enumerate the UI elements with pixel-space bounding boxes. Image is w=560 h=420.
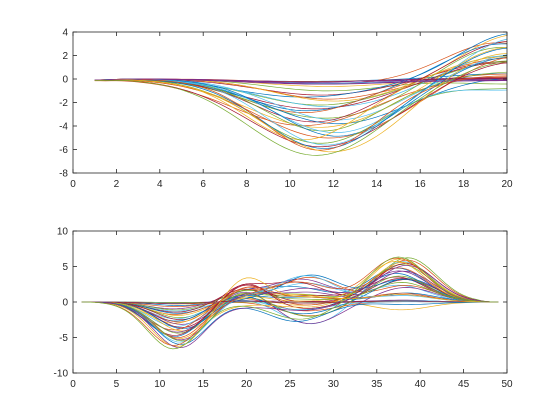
series-line — [81, 256, 499, 350]
series-line — [94, 47, 507, 128]
series-line — [81, 300, 499, 305]
y-tick-label: -2 — [59, 98, 68, 109]
series-line — [94, 61, 507, 156]
y-tick-label: -5 — [59, 333, 68, 344]
x-tick-label: 10 — [284, 179, 296, 190]
y-tick-label: 5 — [62, 262, 68, 273]
y-tick-label: -6 — [59, 145, 68, 156]
x-tick-label: 16 — [415, 179, 427, 190]
series-line — [94, 56, 507, 139]
series-line — [94, 75, 507, 151]
x-tick-label: 35 — [371, 379, 383, 390]
series-line — [81, 292, 499, 316]
series-line — [81, 264, 499, 341]
x-tick-label: 12 — [328, 179, 340, 190]
x-tick-label: 5 — [114, 379, 120, 390]
series-line — [81, 257, 499, 346]
x-tick-label: 30 — [328, 379, 340, 390]
x-tick-label: 20 — [241, 379, 253, 390]
y-tick-label: -10 — [54, 369, 69, 380]
top-plot: 0 2 4 6 8 10 12 14 16 18 20 -8 -6 -4 -2 0 2 4 — [59, 28, 513, 191]
series-line — [94, 53, 507, 153]
series-line — [94, 62, 507, 148]
x-tick-label: 18 — [458, 179, 470, 190]
x-tick-label: 0 — [70, 379, 76, 390]
series-line — [81, 282, 499, 320]
series-line — [81, 257, 499, 311]
series-group — [81, 256, 499, 350]
y-tick-label: 4 — [62, 28, 68, 39]
y-tick-label: 2 — [62, 51, 68, 62]
x-tick-label: 20 — [501, 179, 513, 190]
series-line — [81, 277, 499, 347]
series-line — [81, 299, 499, 327]
x-tick-label: 6 — [200, 179, 206, 190]
y-tick-label: -8 — [59, 169, 68, 180]
x-tick-label: 8 — [244, 179, 250, 190]
series-line — [81, 278, 499, 330]
x-tick-label: 15 — [198, 379, 210, 390]
y-tick-label: 0 — [62, 298, 68, 309]
series-line — [94, 43, 507, 112]
series-line — [81, 292, 499, 322]
series-group — [94, 33, 507, 156]
y-tick-label: -4 — [59, 122, 68, 133]
series-line — [81, 275, 499, 342]
y-tick-label: 10 — [57, 227, 69, 238]
y-tick-label: 0 — [62, 75, 68, 86]
x-tick-label: 45 — [458, 379, 470, 390]
bottom-plot: 0 5 10 15 20 25 30 35 40 45 50 -10 -5 0 5 10 — [54, 227, 513, 391]
x-tick-label: 0 — [70, 179, 76, 190]
series-line — [94, 78, 507, 85]
series-line — [94, 54, 507, 121]
series-line — [94, 56, 507, 137]
x-tick-label: 2 — [114, 179, 120, 190]
series-line — [81, 282, 499, 334]
series-line — [94, 47, 507, 149]
x-tick-label: 40 — [415, 379, 427, 390]
x-tick-label: 4 — [157, 179, 163, 190]
x-tick-label: 25 — [284, 379, 296, 390]
series-line — [94, 78, 507, 146]
x-tick-label: 14 — [371, 179, 383, 190]
series-line — [81, 270, 499, 349]
x-tick-label: 50 — [501, 379, 513, 390]
series-line — [94, 77, 507, 125]
series-line — [81, 301, 499, 345]
x-tick-label: 10 — [154, 379, 166, 390]
